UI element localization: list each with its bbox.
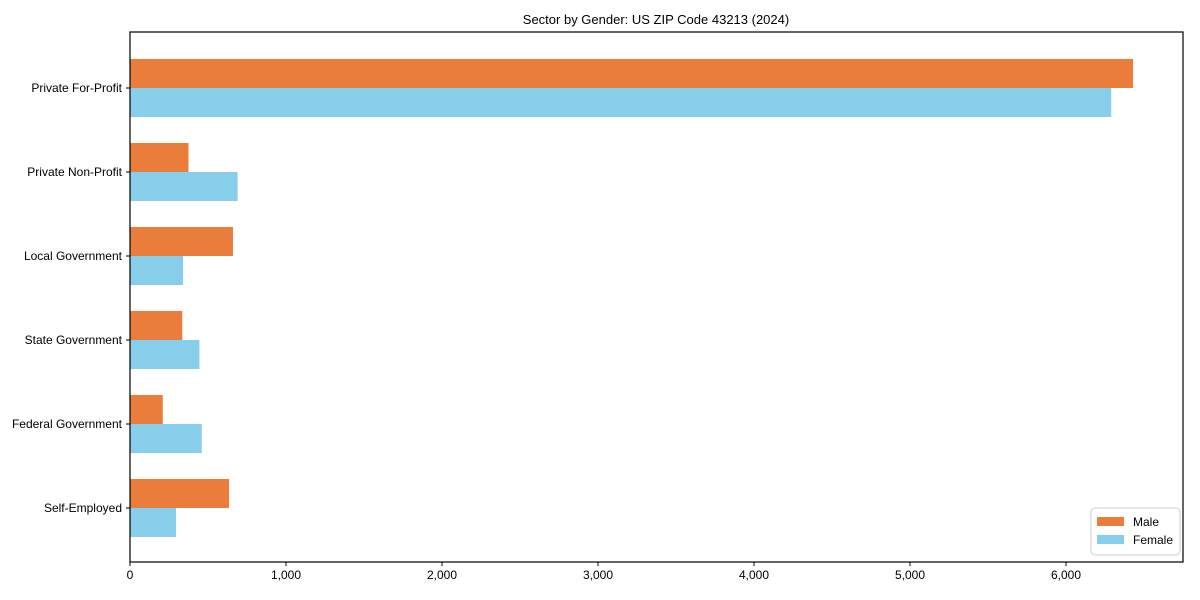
y-tick-label-private-non-profit: Private Non-Profit <box>27 165 122 179</box>
bar-male-federal-government <box>130 395 163 424</box>
bar-male-state-government <box>130 311 183 340</box>
x-tick-label: 6,000 <box>1051 568 1081 582</box>
x-tick-label: 2,000 <box>427 568 457 582</box>
y-tick-label-state-government: State Government <box>25 333 123 347</box>
y-tick-label-federal-government: Federal Government <box>12 417 123 431</box>
bars-layer <box>130 59 1134 537</box>
x-tick-label: 4,000 <box>739 568 769 582</box>
y-tick-label-self-employed: Self-Employed <box>44 501 122 515</box>
bar-female-self-employed <box>130 508 177 537</box>
legend-swatch-male <box>1097 517 1124 526</box>
bar-female-local-government <box>130 256 184 285</box>
x-tick-label: 3,000 <box>583 568 613 582</box>
bar-female-state-government <box>130 340 200 369</box>
bar-female-federal-government <box>130 424 202 453</box>
bar-female-private-for-profit <box>130 88 1112 117</box>
bar-male-self-employed <box>130 479 230 508</box>
plot-border <box>129 31 1184 563</box>
legend-label-female: Female <box>1133 533 1173 547</box>
chart-title: Sector by Gender: US ZIP Code 43213 (202… <box>523 12 789 27</box>
bar-male-private-for-profit <box>130 59 1134 88</box>
legend: Male Female <box>1090 507 1181 556</box>
y-tick-label-local-government: Local Government <box>24 249 123 263</box>
x-tick-label: 5,000 <box>895 568 925 582</box>
bar-female-private-non-profit <box>130 172 238 201</box>
legend-label-male: Male <box>1133 515 1159 529</box>
x-tick-label: 0 <box>127 568 134 582</box>
axes-layer: 0 1,000 2,000 3,000 4,000 5,000 6,000 Private F… <box>12 31 1184 582</box>
bar-male-private-non-profit <box>130 143 189 172</box>
y-tick-label-private-for-profit: Private For-Profit <box>31 81 122 95</box>
bar-male-local-government <box>130 227 233 256</box>
x-tick-label: 1,000 <box>271 568 301 582</box>
legend-swatch-female <box>1097 535 1124 544</box>
